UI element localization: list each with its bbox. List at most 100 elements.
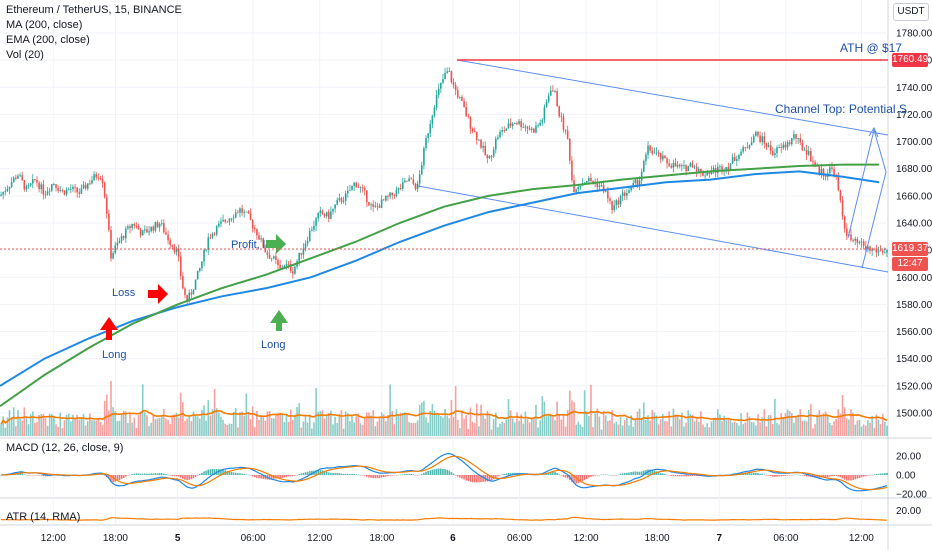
volume-bar — [833, 421, 835, 436]
volume-bar — [279, 412, 281, 436]
volume-bar — [763, 409, 766, 436]
volume-bar — [38, 415, 40, 436]
ath-annotation[interactable]: ATH @ $17 — [840, 41, 902, 55]
indicator-vol-label[interactable]: Vol (20) — [6, 49, 44, 61]
macd-bar — [456, 475, 459, 477]
volume-bar — [116, 421, 119, 436]
macd-label[interactable]: MACD (12, 26, close, 9) — [6, 442, 124, 454]
time-axis[interactable]: 12:00 18:00 5 06:00 12:00 18:00 6 06:00 12:00 18:… — [41, 533, 875, 544]
ema-200-line — [0, 163, 880, 408]
candle-body — [788, 142, 791, 145]
volume-bar — [336, 422, 339, 436]
candle-body — [330, 211, 332, 219]
candle-body — [630, 185, 632, 191]
volume-bar — [264, 420, 267, 436]
macd-bar — [127, 475, 129, 476]
volume-bar — [681, 412, 683, 436]
macd-bar — [581, 475, 584, 482]
macd-bar — [590, 475, 592, 477]
symbol-title[interactable]: Ethereum / TetherUS, 15, BINANCE — [6, 4, 182, 16]
candle-body — [395, 189, 398, 197]
candle-body — [135, 225, 138, 227]
volume-bar — [776, 422, 778, 436]
indicator-ema-label[interactable]: EMA (200, close) — [6, 34, 90, 46]
volume-bar — [6, 417, 9, 436]
volume-bar — [725, 420, 728, 436]
candle-body — [82, 184, 85, 189]
candle-body — [759, 135, 761, 142]
volume-bar — [285, 415, 288, 436]
volume-bar — [334, 416, 336, 436]
volume-bar — [790, 413, 793, 436]
volume-bar — [700, 411, 702, 436]
candle-body — [628, 190, 630, 193]
forecast-path[interactable] — [847, 128, 887, 269]
volume-bar — [281, 413, 284, 436]
channel-bottom-line[interactable] — [417, 185, 889, 273]
macd-bar — [626, 472, 628, 475]
volume-bar — [560, 419, 563, 436]
macd-bar — [25, 474, 28, 476]
volume-bar — [99, 421, 102, 436]
macd-bar — [395, 475, 398, 476]
channel-top-line[interactable] — [456, 59, 889, 136]
volume-bar — [74, 417, 76, 436]
macd-bar — [683, 475, 685, 477]
macd-bar — [222, 469, 224, 475]
volume-bar — [296, 407, 298, 436]
candle-body — [437, 88, 440, 96]
macd-bar — [315, 470, 317, 475]
candle-body — [530, 128, 533, 130]
volume-bar — [530, 418, 533, 436]
candle-body — [418, 174, 421, 184]
volume-bar — [31, 411, 34, 436]
candle-body — [454, 84, 457, 91]
candle-body — [336, 199, 339, 205]
macd-bar — [192, 475, 195, 479]
volume-bar — [201, 409, 203, 436]
macd-bar — [378, 475, 381, 479]
currency-button[interactable]: USDT — [893, 3, 929, 21]
long-annotation-2[interactable]: Long — [261, 339, 286, 351]
candle-body — [490, 156, 493, 157]
macd-bar — [651, 470, 654, 475]
volume-bar — [533, 418, 535, 436]
volume-bar — [232, 411, 235, 436]
candle-body — [535, 125, 537, 133]
macd-bar — [114, 475, 117, 482]
volume-bar — [270, 418, 273, 436]
macd-bar — [807, 475, 810, 477]
price-tick-label: 1700.00 — [896, 137, 932, 148]
macd-bar — [886, 472, 888, 475]
macd-bar — [150, 473, 152, 475]
profit-annotation[interactable]: Profit, l — [231, 239, 266, 251]
candle-body — [327, 211, 330, 219]
volume-bar — [97, 419, 100, 436]
candle-body — [27, 185, 30, 187]
volume-bar — [256, 410, 258, 436]
volume-bar — [192, 411, 195, 436]
long-annotation-1[interactable]: Long — [102, 349, 127, 361]
time-tick-label: 18:00 — [645, 533, 670, 544]
channel-top-annotation[interactable]: Channel Top: Potential S — [775, 102, 907, 116]
countdown-label: 12:47 — [892, 257, 928, 271]
volume-bar — [554, 420, 556, 436]
price-axis[interactable]: 1500.00 1520.00 1540.00 1560.00 1580.00 1600.… — [896, 29, 932, 420]
candle-body — [867, 246, 869, 249]
volume-bar — [124, 411, 127, 436]
candle-body — [416, 183, 419, 190]
volume-bar — [108, 410, 110, 436]
volume-bar — [76, 414, 78, 436]
candle-body — [224, 219, 226, 222]
atr-label[interactable]: ATR (14, RMA) — [6, 511, 81, 523]
candle-body — [716, 166, 719, 173]
candle-body — [230, 218, 233, 220]
volume-bar — [621, 425, 624, 436]
macd-bar — [459, 475, 461, 478]
macd-bar — [852, 475, 854, 481]
loss-annotation[interactable]: Loss — [112, 287, 136, 299]
volume-bar — [137, 415, 140, 436]
volume-bar — [239, 412, 241, 436]
indicator-ma-label[interactable]: MA (200, close) — [6, 19, 83, 31]
